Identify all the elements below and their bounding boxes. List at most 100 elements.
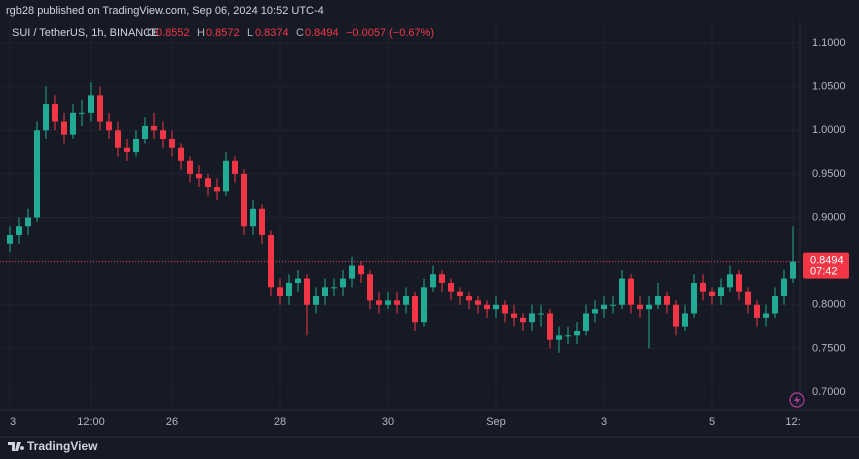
candle-body xyxy=(304,278,310,305)
candle-body xyxy=(205,178,211,187)
candle-body xyxy=(709,291,715,297)
bolt-icon[interactable] xyxy=(789,392,805,408)
ohlc-label: H xyxy=(197,27,205,39)
y-tick-label: 1.0000 xyxy=(812,124,846,136)
candle-body xyxy=(25,217,31,227)
change: −0.0057 (−0.67%) xyxy=(346,27,434,39)
candle-body xyxy=(349,265,355,279)
price-tag-countdown: 07:42 xyxy=(810,266,838,278)
candle-body xyxy=(547,313,553,340)
ohlc-label: O xyxy=(147,27,156,39)
candle-body xyxy=(169,139,175,148)
candle-body xyxy=(322,287,328,297)
candle-body xyxy=(340,278,346,288)
candle-body xyxy=(88,95,94,113)
candle-body xyxy=(682,313,688,327)
candle-body xyxy=(79,112,85,114)
candle-body xyxy=(736,274,742,292)
candle-body xyxy=(763,313,769,318)
candle-body xyxy=(7,234,13,244)
candle-body xyxy=(367,274,373,301)
candle-body xyxy=(421,287,427,323)
x-tick-label: 12: xyxy=(785,416,800,428)
candle-body xyxy=(673,304,679,327)
candle-body xyxy=(178,147,184,161)
candle-body xyxy=(790,261,796,279)
price-tag xyxy=(803,252,849,279)
candle-body xyxy=(232,160,238,174)
y-tick-label: 0.9000 xyxy=(812,211,846,223)
candle-body xyxy=(187,160,193,174)
candle-body xyxy=(556,335,562,340)
candle-body xyxy=(286,282,292,297)
candle-body xyxy=(43,104,49,131)
candle-body xyxy=(196,173,202,179)
candle-body xyxy=(61,121,67,135)
candle-body xyxy=(376,300,382,305)
x-tick-label: 3 xyxy=(10,416,16,428)
candle-body xyxy=(574,330,580,336)
candle-body xyxy=(133,139,139,153)
candle-body xyxy=(385,300,391,305)
candle-body xyxy=(142,125,148,140)
candle-body xyxy=(718,287,724,297)
x-tick-label: 30 xyxy=(382,416,394,428)
candle-body xyxy=(16,226,22,235)
candle-body xyxy=(151,125,157,131)
symbol: SUI / TetherUS, 1h, BINANCE xyxy=(12,27,159,39)
ohlc-label: C xyxy=(296,27,304,39)
candle-body xyxy=(511,313,517,318)
candle-body xyxy=(268,234,274,288)
footer-brand: TradingView xyxy=(27,439,98,453)
candle-body xyxy=(403,296,409,305)
candle-body xyxy=(295,278,301,283)
candle-body xyxy=(313,296,319,305)
candle-body xyxy=(223,160,229,192)
y-tick-label: 1.1000 xyxy=(812,37,846,49)
price-tag-value: 0.8494 xyxy=(810,255,844,267)
ohlc-value: 0.8494 xyxy=(305,27,339,39)
ohlc-value: 0.8374 xyxy=(255,27,289,39)
x-tick-label: 12:00 xyxy=(77,416,105,428)
candle-body xyxy=(583,313,589,331)
candle-body xyxy=(106,121,112,131)
candle-body xyxy=(691,282,697,314)
candle-body xyxy=(772,296,778,314)
candle-body xyxy=(565,335,571,337)
candle-body xyxy=(592,309,598,314)
candle-body xyxy=(394,300,400,305)
candle-body xyxy=(655,296,661,305)
ohlc-value: 0.8552 xyxy=(156,27,190,39)
candle-body xyxy=(637,304,643,310)
candle-body xyxy=(160,130,166,140)
x-tick-label: 3 xyxy=(601,416,607,428)
y-tick-label: 0.8000 xyxy=(812,299,846,311)
candle-body xyxy=(727,274,733,288)
candle-body xyxy=(754,304,760,318)
x-tick-label: 5 xyxy=(709,416,715,428)
candle-body xyxy=(115,130,121,148)
candle-body xyxy=(493,304,499,310)
candle-body xyxy=(331,287,337,289)
published-line: rgb28 published on TradingView.com, Sep … xyxy=(6,5,324,17)
y-tick-label: 1.0500 xyxy=(812,81,846,93)
candle-body xyxy=(430,274,436,288)
candle-body xyxy=(664,296,670,305)
candle-body xyxy=(628,278,634,305)
candle-body xyxy=(439,274,445,283)
candle-body xyxy=(250,208,256,227)
ohlc-label: L xyxy=(247,27,253,39)
footer-logo xyxy=(8,442,25,451)
candle-body xyxy=(646,304,652,310)
candle-body xyxy=(52,104,58,122)
candle-body xyxy=(538,313,544,315)
candle-body xyxy=(781,278,787,297)
bolt-icon-glyph xyxy=(794,395,800,405)
candle-body xyxy=(745,291,751,305)
y-tick-label: 0.9500 xyxy=(812,168,846,180)
candle-body xyxy=(241,173,247,227)
candle-body xyxy=(214,186,220,192)
candle-body xyxy=(700,282,706,292)
